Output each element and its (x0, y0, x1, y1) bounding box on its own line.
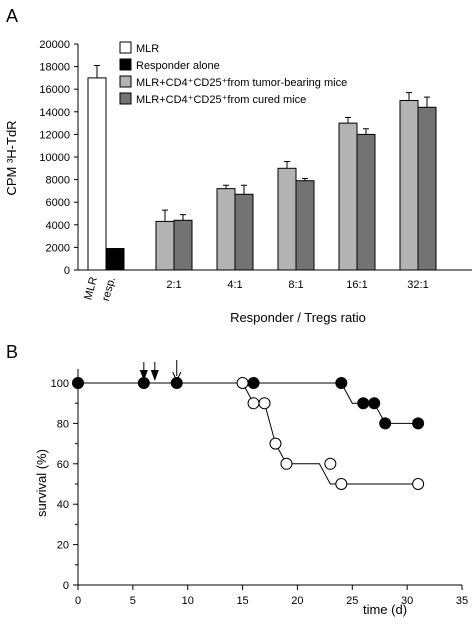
open-circle-point (280, 457, 293, 470)
bar-cured-16-1 (356, 133, 376, 271)
panel-b-x-tick-label: 15 (236, 595, 248, 607)
bar-cured-8-1 (295, 180, 315, 271)
panel-b-label: B (6, 342, 18, 362)
panel-b-x-tick-label: 30 (401, 595, 413, 607)
panel-a-label: A (6, 6, 18, 26)
bar-mlr (87, 77, 107, 271)
open-circle-point (247, 397, 260, 410)
panel-a-bar-chart: A CPM ³H-TdR Responder / Tregs ratio 0 20… (4, 6, 472, 325)
panel-a-y-tick-label: 8000 (46, 175, 70, 187)
panel-a-x-tick-label: 2:1 (166, 279, 181, 291)
panel-a-x-axis-title: Responder / Tregs ratio (230, 310, 366, 325)
bar-tumor-16-1 (338, 122, 358, 271)
open-circle-point (412, 478, 425, 490)
filled-circle-point (170, 377, 183, 389)
arrow-head (139, 370, 148, 381)
panel-a-y-tick-label: 10000 (39, 152, 70, 164)
panel-b-y-tick-label: 100 (51, 378, 69, 390)
panel-a-y-tick-label: 4000 (46, 220, 70, 232)
open-circle-point (324, 457, 337, 470)
panel-b-y-tick-label: 20 (57, 540, 69, 552)
bar-cured-4-1 (234, 193, 254, 271)
filled-circle-point (72, 377, 84, 389)
legend-label: MLR+CD4⁺CD25⁺from tumor-bearing mice (136, 77, 347, 89)
arrow-head (172, 371, 182, 383)
panel-a-x-tick-label: 4:1 (227, 279, 242, 291)
panel-a-x-tick-label: 32:1 (407, 279, 428, 291)
filled-circle-point (247, 377, 260, 389)
legend-swatch (119, 58, 132, 71)
open-circle-point (258, 397, 271, 410)
panel-b-y-tick-label: 40 (57, 499, 69, 511)
filled-circle-point (335, 377, 348, 389)
legend-label: MLR (136, 43, 159, 55)
bar-tumor-32-1 (399, 100, 419, 271)
panel-a-y-tick-label: 20000 (39, 39, 70, 51)
survival-line-filled (78, 382, 419, 424)
bar-tumor-8-1 (277, 167, 297, 271)
legend-swatch (119, 92, 132, 105)
open-circle-point (335, 478, 348, 490)
panel-a-y-axis-title: CPM ³H-TdR (4, 120, 19, 195)
panel-b-x-tick-label: 25 (346, 595, 358, 607)
panel-a-y-tick-label: 16000 (39, 84, 70, 96)
panel-a-x-tick-label: resp. (100, 276, 118, 303)
legend-label: Responder alone (136, 60, 220, 72)
panel-b-x-axis-title: time (d) (363, 602, 407, 617)
filled-circle-point (379, 417, 392, 430)
bar-resp (105, 248, 125, 271)
panel-b-x-tick-label: 0 (75, 595, 81, 607)
bar-cured-2-1 (173, 219, 193, 271)
legend-swatch (119, 75, 132, 88)
panel-a-x-tick-label: 8:1 (288, 279, 303, 291)
bar-cured-32-1 (417, 106, 437, 271)
panel-a-x-tick-label: MLR (82, 276, 100, 302)
bar-tumor-2-1 (155, 220, 175, 271)
panel-b-y-tick-label: 60 (57, 459, 69, 471)
panel-a-y-tick-label: 2000 (46, 242, 70, 254)
panel-b-y-tick-label: 0 (63, 580, 69, 592)
panel-b-x-tick-label: 10 (182, 595, 194, 607)
panel-a-y-tick-label: 6000 (46, 197, 70, 209)
panel-a-y-tick-label: 14000 (39, 107, 70, 119)
panel-a-y-tick-label: 0 (64, 265, 70, 277)
bar-tumor-4-1 (216, 188, 236, 271)
arrow-head (150, 370, 159, 381)
panel-a-y-tick-label: 18000 (39, 62, 70, 74)
filled-circle-point (412, 417, 425, 430)
open-circle-point (236, 377, 249, 389)
filled-circle-point (368, 397, 381, 410)
panel-a-y-tick-label: 12000 (39, 129, 70, 141)
panel-b-x-tick-label: 35 (456, 595, 468, 607)
panel-a-x-tick-label: 16:1 (346, 279, 367, 291)
filled-circle-point (357, 397, 370, 410)
panel-b-y-tick-label: 80 (57, 418, 69, 430)
legend-label: MLR+CD4⁺CD25⁺from cured mice (136, 94, 306, 106)
open-circle-point (269, 437, 282, 450)
panel-b-survival-chart: B survival (%) time (d) 0 20 40 60 80 100 0 5 10… (6, 342, 468, 617)
panel-b-x-tick-label: 5 (130, 595, 136, 607)
panel-b-y-axis-title: survival (%) (34, 449, 49, 517)
legend-swatch (119, 41, 132, 54)
panel-b-x-tick-label: 20 (291, 595, 303, 607)
